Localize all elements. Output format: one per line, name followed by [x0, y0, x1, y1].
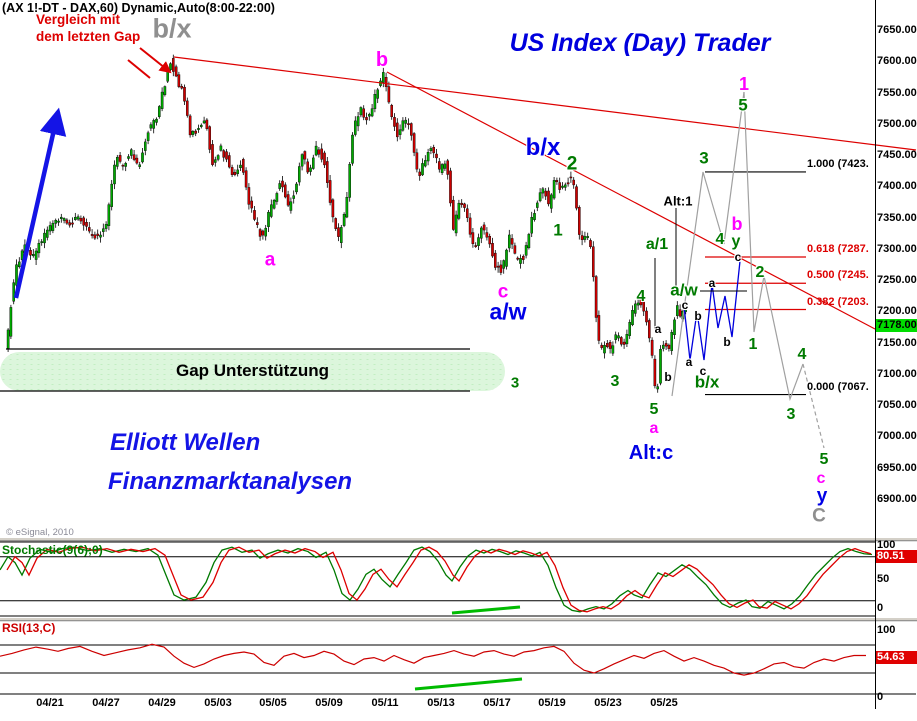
- corrective-zigzag[interactable]: [683, 260, 741, 361]
- gap-support-band: Gap Unterstützung: [0, 352, 505, 391]
- downtrend-line-1[interactable]: [173, 56, 917, 151]
- candlestick-series[interactable]: [6, 54, 687, 393]
- rsi-line: [0, 643, 866, 676]
- panel-splitter[interactable]: [0, 537, 917, 541]
- stoch-trendline[interactable]: [451, 605, 521, 615]
- gap-support-label: Gap Unterstützung: [176, 361, 329, 380]
- downtrend-line-2[interactable]: [386, 71, 876, 330]
- panel-splitter[interactable]: [0, 617, 917, 621]
- gap-note-arrow-2[interactable]: [127, 59, 151, 79]
- stochastic-k-line: [0, 546, 873, 613]
- projection-up[interactable]: [671, 91, 745, 397]
- gap-note-arrow[interactable]: [139, 47, 172, 74]
- rsi-trendline[interactable]: [414, 677, 523, 691]
- projection-down-end[interactable]: [802, 363, 825, 449]
- stochastic-d-line: [6, 546, 872, 613]
- impulse-arrow[interactable]: [13, 107, 67, 299]
- projection-down[interactable]: [743, 91, 804, 402]
